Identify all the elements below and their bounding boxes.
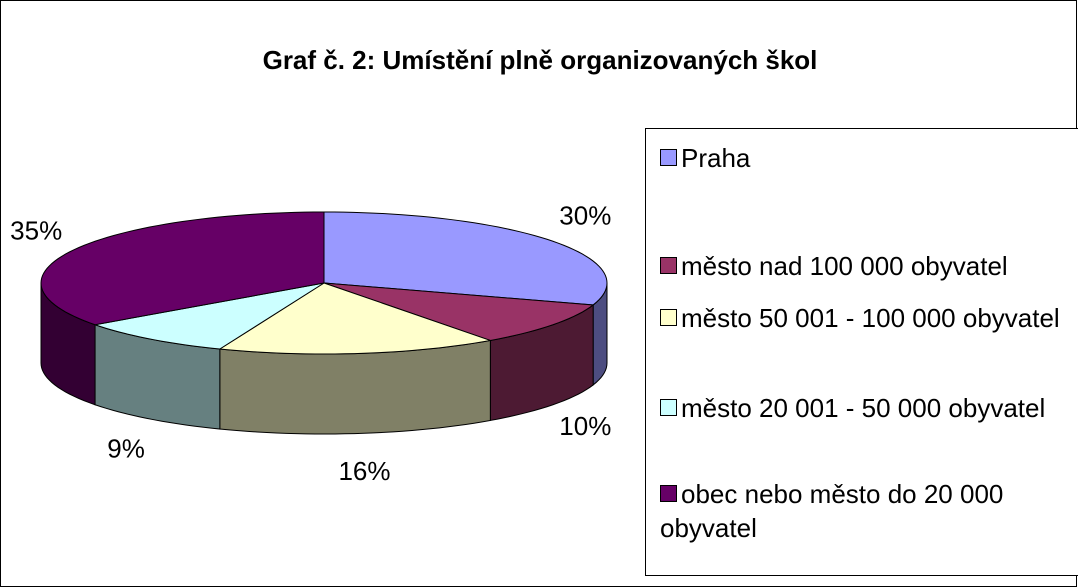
legend-swatch: [660, 485, 677, 502]
slice-side: [219, 339, 491, 435]
slice: [94, 282, 325, 350]
data-label: 30%: [559, 201, 611, 231]
legend-label: město 20 001 - 50 000 obyvatel: [681, 393, 1046, 423]
chart-title: Graf č. 2: Umístění plně organizovaných …: [263, 45, 818, 75]
data-label: 10%: [559, 411, 611, 441]
legend-item: město 50 001 - 100 000 obyvatel: [660, 301, 1078, 335]
data-label: 9%: [107, 434, 145, 464]
legend-item: město nad 100 000 obyvatel: [660, 249, 1078, 283]
slice: [218, 282, 493, 355]
legend-item: město 20 001 - 50 000 obyvatel: [660, 391, 1078, 425]
legend-swatch: [660, 399, 677, 416]
data-label: 35%: [10, 215, 62, 245]
legend-swatch: [660, 257, 677, 274]
legend-swatch: [660, 149, 677, 166]
legend-label: Praha: [681, 143, 751, 173]
legend-label: obec nebo město do 20 000 obyvatel: [660, 479, 1004, 543]
slice: [40, 211, 325, 326]
legend-label: město 50 001 - 100 000 obyvatel: [681, 303, 1060, 333]
legend-item: Praha: [660, 141, 1078, 175]
legend: Praha město nad 100 000 obyvatel město 50 …: [645, 128, 1078, 576]
data-label: 16%: [338, 456, 390, 486]
slice: [323, 282, 595, 341]
slice: [323, 211, 608, 306]
legend-label: město nad 100 000 obyvatel: [681, 251, 1008, 281]
legend-item: obec nebo město do 20 000 obyvatel: [660, 477, 1078, 545]
legend-swatch: [660, 309, 677, 326]
